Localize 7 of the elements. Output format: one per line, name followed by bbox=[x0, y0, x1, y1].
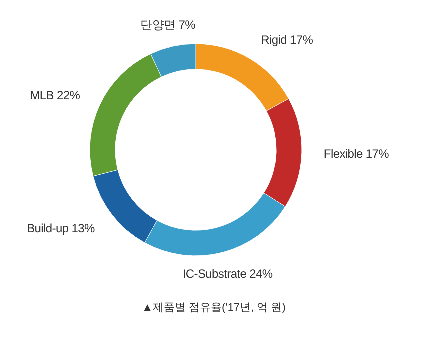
slice-label: MLB 22% bbox=[30, 88, 81, 102]
slice-label: Flexible 17% bbox=[324, 147, 390, 162]
slice-label: Build-up 13% bbox=[27, 221, 96, 236]
slice-label: 단양면 7% bbox=[140, 18, 196, 32]
text: ▲제품별 점유율('17년, 억 원) bbox=[142, 302, 286, 314]
slice-label: IC-Substrate 24% bbox=[182, 266, 274, 281]
slice-label: Rigid 17% bbox=[261, 32, 314, 47]
